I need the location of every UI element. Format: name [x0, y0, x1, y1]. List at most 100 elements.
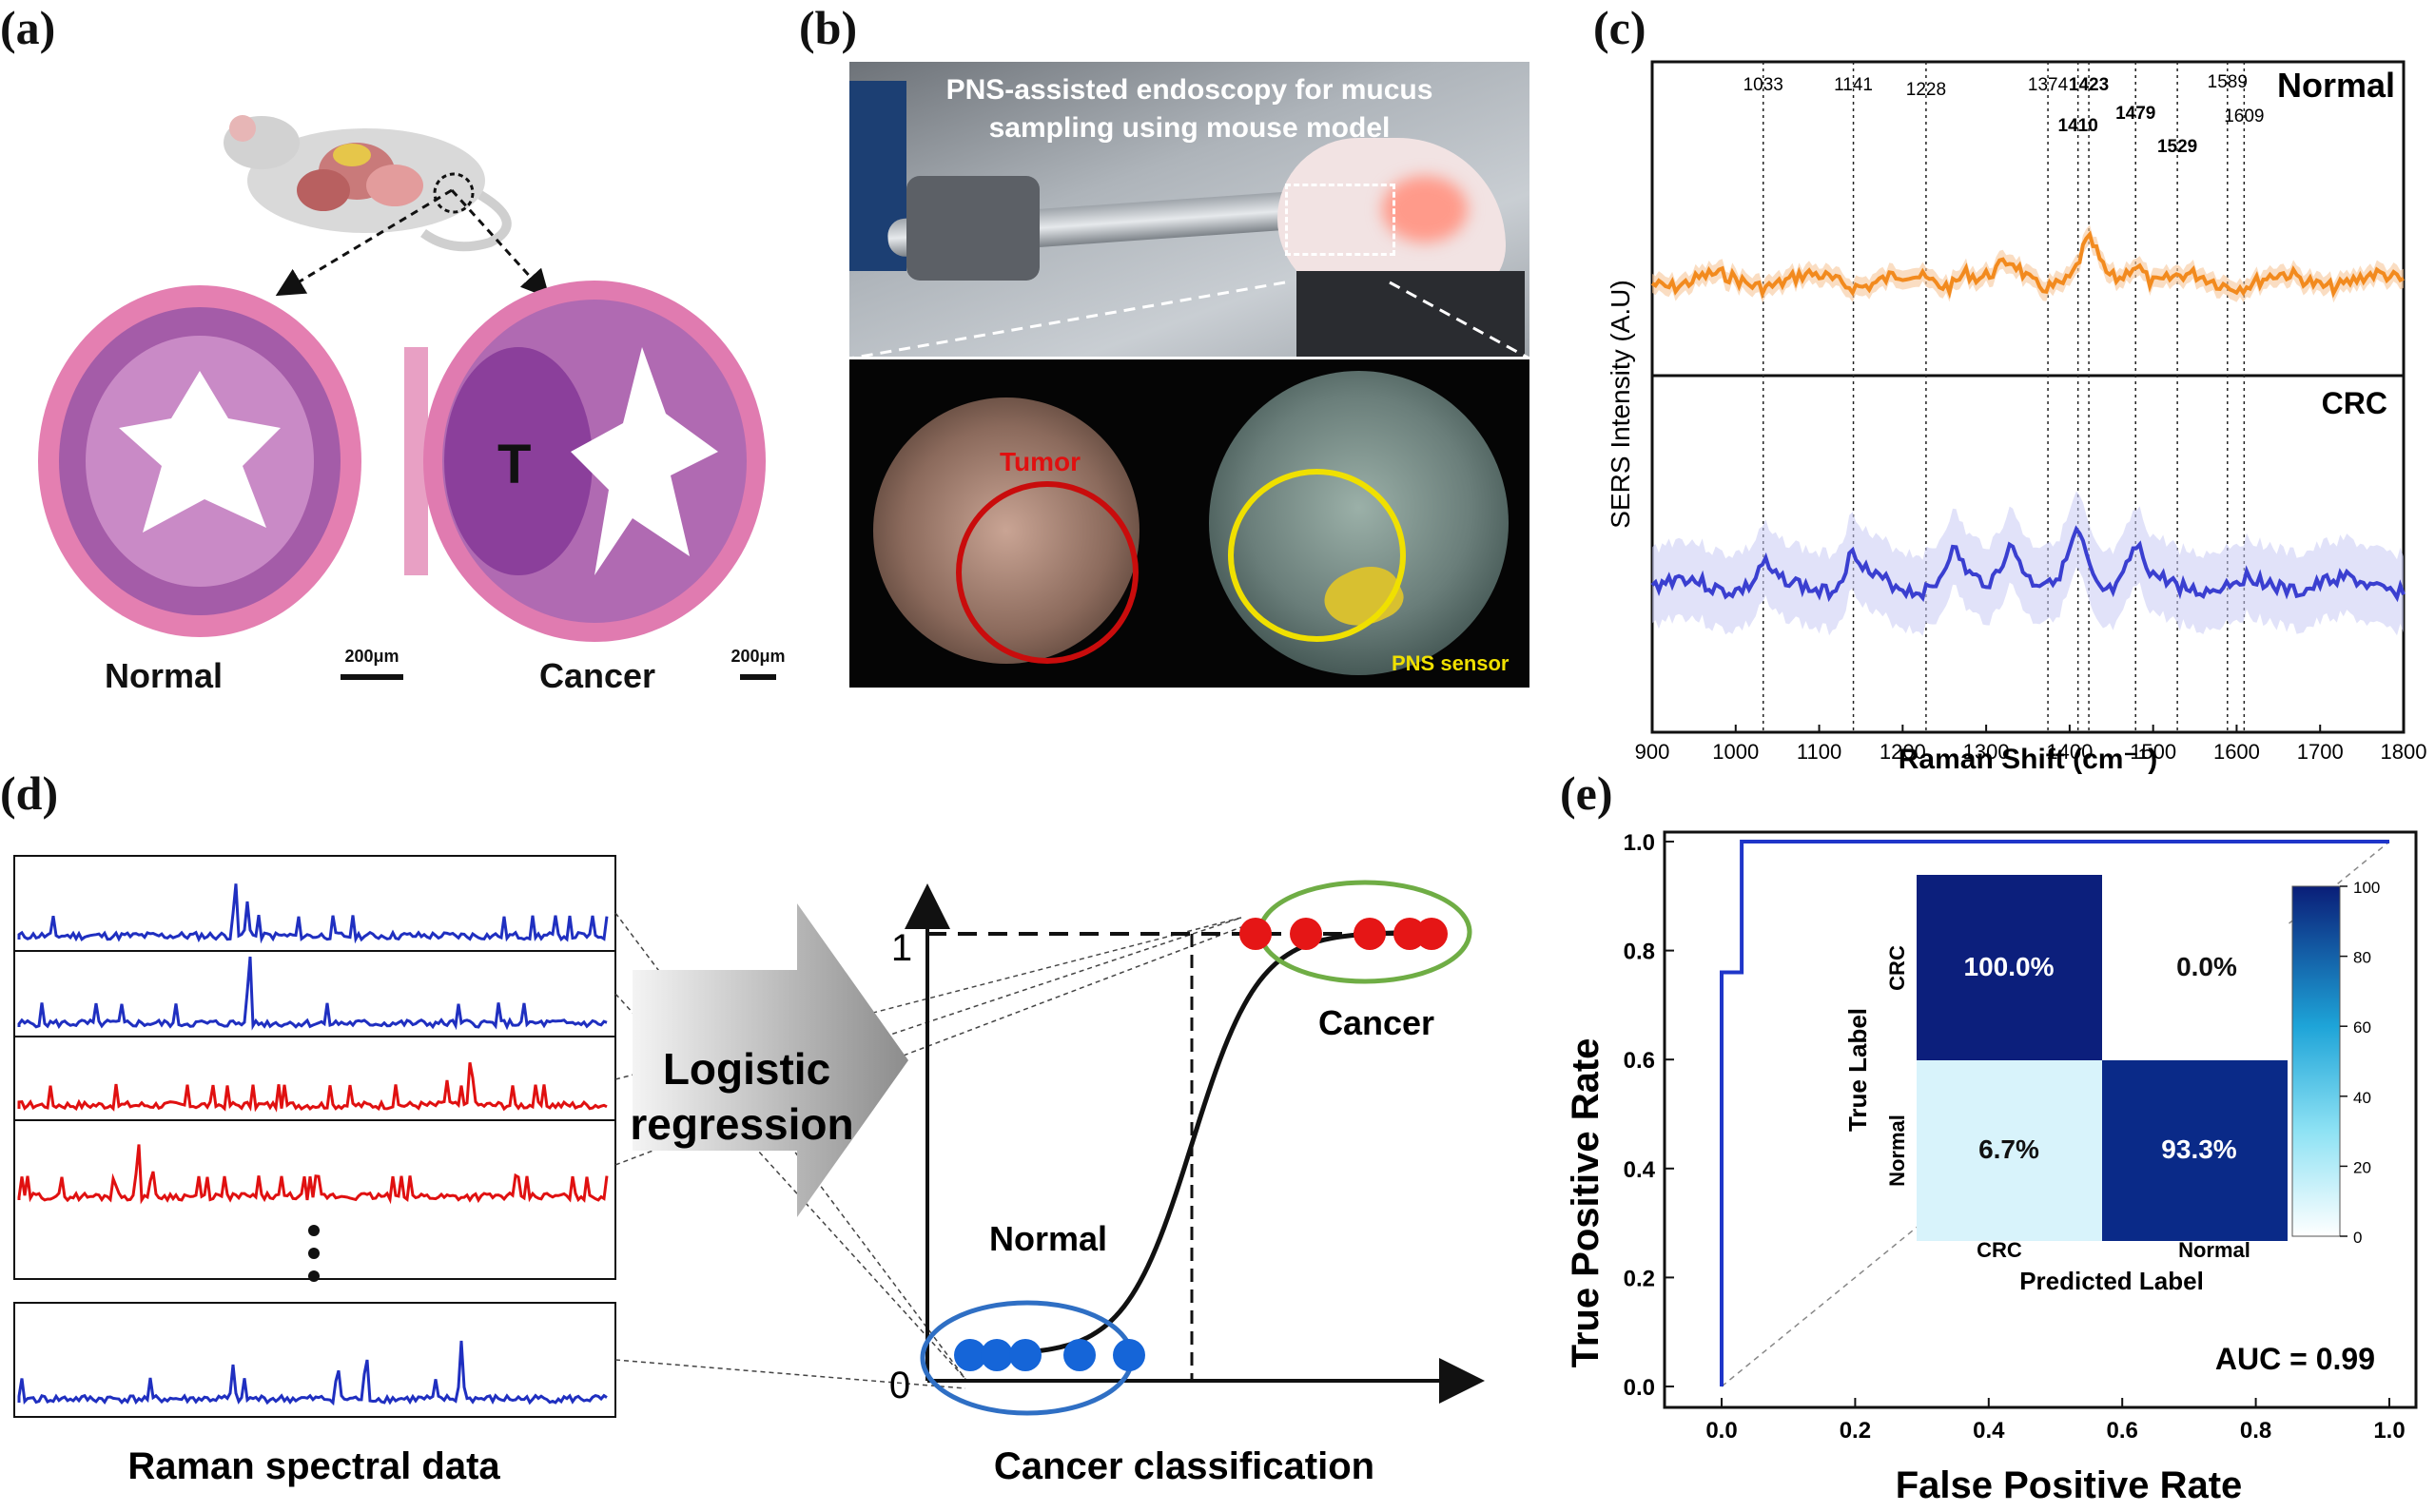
cm-row-label-normal: Normal [1885, 1115, 1909, 1187]
roc-curve [1720, 840, 2389, 1386]
spectra-box-stack [13, 855, 616, 1280]
cm-value: 0.0% [2176, 952, 2237, 981]
cm-col-label-crc: CRC [1977, 1238, 2022, 1262]
scale-bar-right: 200μm [725, 647, 791, 680]
cbar-tick: 100 [2353, 879, 2380, 897]
peak-label: 1033 [1743, 75, 1783, 95]
sigmoid-y1-label: 1 [891, 927, 912, 969]
peak-label: 1423 [2069, 75, 2109, 95]
roc-ytick: 0.4 [1624, 1157, 1656, 1183]
cm-value: 93.3% [2161, 1134, 2236, 1164]
normal-points [954, 1339, 1145, 1371]
roc-plot-frame [1663, 830, 2418, 1409]
cm-true-label: True Label [1843, 1008, 1872, 1132]
panel-c-label: (c) [1593, 1, 1646, 54]
classification-diagram: Raman spectral data Logistic regression … [13, 855, 1485, 1487]
zoom-guides [849, 281, 1529, 360]
normal-point [954, 1339, 986, 1371]
sers-xtick: 900 [1635, 740, 1670, 764]
classification-caption: Cancer classification [994, 1445, 1374, 1487]
ellipsis-dot [308, 1225, 320, 1236]
sers-xtick: 1400 [2046, 740, 2093, 764]
ellipsis-dot [308, 1270, 320, 1282]
panel-d-label: (d) [0, 766, 59, 820]
normal-series-line [1650, 230, 2405, 300]
roc-auc-label: AUC = 0.99 [2215, 1342, 2375, 1376]
cbar-tick: 0 [2353, 1229, 2362, 1247]
sers-xtick: 1800 [2381, 740, 2427, 764]
tumor-label: T [497, 434, 532, 495]
tumor-circle [956, 481, 1139, 664]
normal-point [1063, 1339, 1096, 1371]
sers-xtick: 1100 [1797, 740, 1841, 764]
endoscopy-setup-photo: PNS-assisted endoscopy for mucus samplin… [849, 62, 1529, 357]
cm-value: 100.0% [1964, 952, 2055, 981]
sers-xtick: 1200 [1880, 740, 1926, 764]
cm-cell-normal-crc [1917, 1060, 2102, 1241]
cm-cell-crc-crc [1917, 875, 2102, 1060]
peak-label: 1228 [1906, 80, 1946, 100]
cancer-point [1290, 918, 1322, 950]
roc-ytick: 0.2 [1624, 1266, 1655, 1291]
sers-xtick: 1300 [1963, 740, 2010, 764]
spectrum-normal-2 [17, 956, 608, 1031]
roc-xtick: 1.0 [2373, 1418, 2405, 1444]
normal-point [1009, 1339, 1042, 1371]
scale-bar-left: 200μm [341, 647, 403, 680]
cancer-point [1239, 918, 1272, 950]
cm-value: 6.7% [1978, 1134, 2039, 1164]
cancer-point [1415, 918, 1448, 950]
cbar-tick: 60 [2353, 1018, 2371, 1037]
ellipsis-dot [308, 1248, 320, 1259]
section-cancer-label: Cancer [539, 656, 656, 695]
roc-ylabel: True Positive Rate [1565, 1038, 1607, 1368]
cancer-point [1354, 918, 1386, 950]
endo-sensor-label: PNS sensor [1392, 651, 1510, 675]
roc-xtick: 0.6 [2107, 1418, 2138, 1444]
spectrum-normal-1 [17, 883, 609, 944]
roc-ytick: 0.6 [1624, 1048, 1655, 1074]
endoscopic-view-panel: Tumor PNS sensor [849, 359, 1529, 688]
peak-label: 1589 [2208, 72, 2248, 92]
panel-e-label: (e) [1560, 766, 1613, 820]
roc-xtick: 0.2 [1840, 1418, 1871, 1444]
roc-xtick: 0.0 [1705, 1418, 1737, 1444]
roc-chart: True Positive Rate 0.0 0.2 0.4 0.6 0.8 1.0 0.0… [1565, 830, 2418, 1506]
cancer-points [1239, 918, 1448, 950]
spectrum-cancer-2 [17, 1144, 609, 1205]
peak-label: 1609 [2224, 107, 2264, 126]
normal-colon-section [38, 285, 361, 637]
sensor-circle [1228, 469, 1406, 642]
peak-label: 1374 [2028, 75, 2069, 95]
mouse-illustration [224, 115, 512, 252]
sers-spectra-chart: SERS Intensity (A.U) 1033 1141 1228 1374 141… [1606, 60, 2427, 775]
cm-colorbar [2291, 885, 2341, 1237]
cancer-class-label: Cancer [1318, 1003, 1434, 1042]
normal-point [981, 1339, 1013, 1371]
cancer-colon-section [404, 281, 766, 642]
cm-cell-crc-normal [2102, 875, 2288, 1060]
sers-xlabel: Raman Shift (cm⁻¹) [1899, 744, 2158, 775]
roc-ytick: 1.0 [1624, 830, 1655, 856]
roc-xlabel: False Positive Rate [1896, 1464, 2243, 1506]
section-normal-label: Normal [105, 656, 224, 695]
roc-ytick: 0.0 [1624, 1375, 1655, 1401]
arrows-to-sections [275, 188, 551, 299]
cm-col-label-normal: Normal [2178, 1238, 2250, 1262]
sers-xtick: 1000 [1712, 740, 1759, 764]
panel-b-label: (b) [799, 1, 858, 54]
sers-plot-frame [1650, 60, 2406, 734]
sers-normal-label: Normal [2277, 66, 2395, 105]
sers-xtick: 1600 [2213, 740, 2260, 764]
cbar-tick: 80 [2353, 949, 2371, 967]
spectrum-cancer-1 [17, 1062, 608, 1113]
arrow-label-line1: Logistic [663, 1044, 830, 1094]
peak-label: 1141 [1834, 75, 1873, 95]
sers-xtick: 1500 [2130, 740, 2176, 764]
peak-label: 1410 [2058, 116, 2098, 136]
sigmoid-curve [1007, 930, 1409, 1356]
cm-cell-normal-normal [2102, 1060, 2288, 1241]
normal-class-label: Normal [989, 1219, 1107, 1258]
cm-pred-label: Predicted Label [2019, 1267, 2204, 1295]
sers-xtick: 1700 [2297, 740, 2344, 764]
